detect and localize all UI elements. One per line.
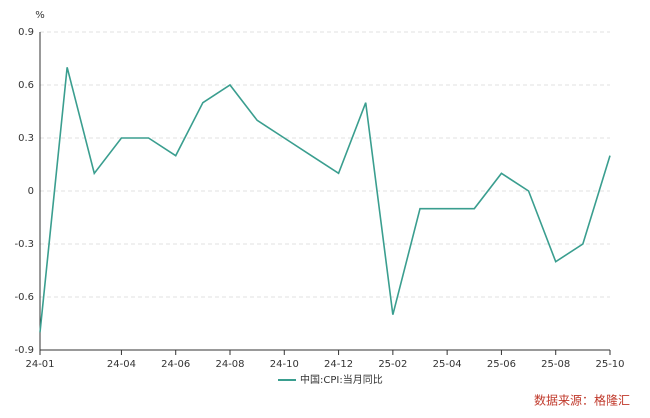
x-tick-label: 25-04 bbox=[433, 359, 462, 370]
x-tick-label: 24-08 bbox=[215, 359, 244, 370]
x-tick-label: 25-10 bbox=[595, 359, 624, 370]
y-tick-label: -0.6 bbox=[14, 292, 34, 303]
x-tick-label: 25-02 bbox=[378, 359, 407, 370]
y-axis-label: % bbox=[35, 10, 45, 21]
y-tick-label: 0 bbox=[28, 186, 34, 197]
source: 数据来源：格隆汇 bbox=[534, 393, 630, 408]
y-tick-label: -0.9 bbox=[14, 345, 34, 356]
x-tick-label: 24-06 bbox=[161, 359, 190, 370]
legend-label: 中国:CPI:当月同比 bbox=[300, 373, 383, 386]
x-tick-label: 25-08 bbox=[541, 359, 570, 370]
x-tick-label: 24-01 bbox=[25, 359, 54, 370]
y-tick-label: 0.6 bbox=[18, 80, 34, 91]
y-tick-label: 0.9 bbox=[18, 27, 34, 38]
y-tick-label: 0.3 bbox=[18, 133, 34, 144]
line bbox=[39, 67, 611, 333]
x-tick-label: 24-10 bbox=[270, 359, 299, 370]
x-tick-label: 24-12 bbox=[324, 359, 353, 370]
x-tick-label: 25-06 bbox=[487, 359, 516, 370]
x-tick-label: 24-04 bbox=[107, 359, 136, 370]
y-tick-label: -0.3 bbox=[14, 239, 34, 250]
